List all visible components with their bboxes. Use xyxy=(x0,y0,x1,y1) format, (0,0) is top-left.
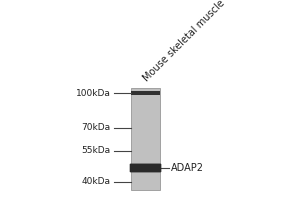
Text: 70kDa: 70kDa xyxy=(82,123,111,132)
Text: 55kDa: 55kDa xyxy=(82,146,111,155)
Bar xyxy=(130,91,160,95)
Text: Mouse skeletal muscle: Mouse skeletal muscle xyxy=(141,0,227,83)
Bar xyxy=(130,88,160,190)
Text: ADAP2: ADAP2 xyxy=(171,163,204,173)
FancyBboxPatch shape xyxy=(130,164,161,172)
Text: 40kDa: 40kDa xyxy=(82,177,111,186)
Text: 100kDa: 100kDa xyxy=(76,89,111,98)
